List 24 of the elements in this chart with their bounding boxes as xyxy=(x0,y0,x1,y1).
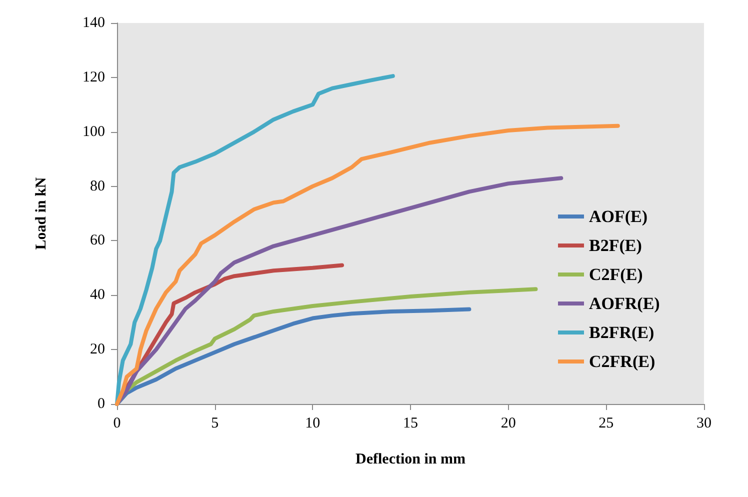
x-tick-label: 0 xyxy=(113,416,121,432)
legend-label: C2FR(E) xyxy=(589,352,656,371)
legend-label: B2FR(E) xyxy=(589,323,654,342)
y-tick-label: 40 xyxy=(90,287,105,304)
x-tick-label: 30 xyxy=(696,416,712,432)
y-tick-label: 100 xyxy=(82,124,105,140)
y-tick-label: 80 xyxy=(90,178,105,194)
x-tick-label: 5 xyxy=(211,416,219,432)
line-series xyxy=(115,74,395,406)
x-tick-label: 10 xyxy=(305,416,320,432)
x-tick-label: 25 xyxy=(598,416,614,432)
legend-label: C2F(E) xyxy=(589,265,643,284)
x-tick-label: 20 xyxy=(500,416,516,432)
x-tick-label: 15 xyxy=(403,416,418,432)
y-tick-label: 120 xyxy=(82,69,105,86)
y-tick-label: 60 xyxy=(90,232,105,249)
legend-label: AOF(E) xyxy=(589,207,648,226)
y-tick-label: 20 xyxy=(90,342,105,358)
y-tick-label: 0 xyxy=(98,396,105,412)
y-axis-title: Load in kN xyxy=(34,177,50,250)
y-tick-label: 140 xyxy=(82,15,105,31)
legend-label: B2F(E) xyxy=(589,236,642,255)
legend-label: AOFR(E) xyxy=(589,294,660,313)
x-axis-title: Deflection in mm xyxy=(356,452,466,468)
